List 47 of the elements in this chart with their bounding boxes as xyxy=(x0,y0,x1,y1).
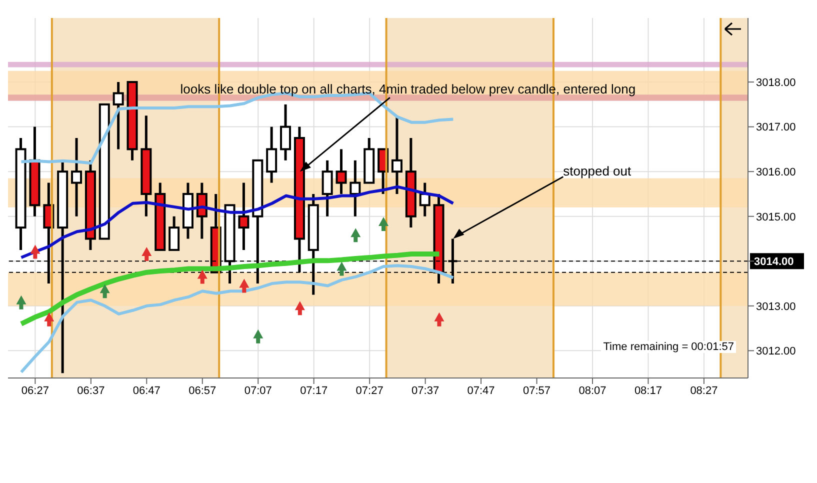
point xyxy=(16,295,26,310)
x-tick-label: 07:47 xyxy=(467,384,495,397)
point xyxy=(294,301,305,316)
point xyxy=(434,312,444,326)
candlestick xyxy=(112,80,124,150)
x-tick-label: 06:47 xyxy=(132,384,160,397)
point xyxy=(253,329,264,344)
candlestick xyxy=(266,126,278,184)
point xyxy=(142,246,152,261)
candlestick xyxy=(71,136,82,218)
y-tick-label: 3016.00 xyxy=(756,166,796,178)
x-tick-label: 08:27 xyxy=(690,384,718,397)
point xyxy=(336,262,347,276)
candlestick xyxy=(280,103,292,162)
candlestick xyxy=(336,148,347,196)
candlestick xyxy=(350,159,361,218)
point xyxy=(100,284,110,298)
point xyxy=(197,270,208,284)
y-tick-label: 3017.00 xyxy=(756,122,796,134)
candlestick xyxy=(238,182,250,252)
x-tick-label: 06:27 xyxy=(21,384,49,397)
x-tick-label: 06:37 xyxy=(77,384,105,397)
x-tick-label: 07:57 xyxy=(523,384,551,397)
line-series xyxy=(20,264,455,374)
annotation: Time remaining = 00:01:57 xyxy=(601,341,736,353)
y-tick-label: 3013.00 xyxy=(756,300,796,313)
x-tick-label: 07:27 xyxy=(356,384,384,397)
candlestick xyxy=(322,159,333,218)
x-tick-label: 07:07 xyxy=(244,384,272,397)
x-tick-label: 06:57 xyxy=(188,384,216,397)
annotation: looks like double top on all charts, 4min traded below prev candle, entered long xyxy=(180,82,636,97)
point xyxy=(30,244,40,259)
point xyxy=(378,216,389,231)
y-tick-label: 3018.00 xyxy=(756,76,796,89)
x-tick-label: 08:17 xyxy=(634,384,662,397)
point xyxy=(350,228,361,242)
point xyxy=(239,278,250,293)
line-series xyxy=(20,185,455,260)
x-tick-label: 08:07 xyxy=(578,384,606,397)
candlestick xyxy=(168,215,180,252)
x-tick-label: 07:37 xyxy=(412,384,440,397)
y-tick-label: 3015.00 xyxy=(756,211,796,224)
annotation: stopped out xyxy=(563,164,632,179)
point xyxy=(44,312,54,326)
x-tick-label: 07:17 xyxy=(300,384,328,397)
ref-line-label: 3014.00 xyxy=(754,256,794,268)
y-tick-label: 3012.00 xyxy=(756,346,796,358)
